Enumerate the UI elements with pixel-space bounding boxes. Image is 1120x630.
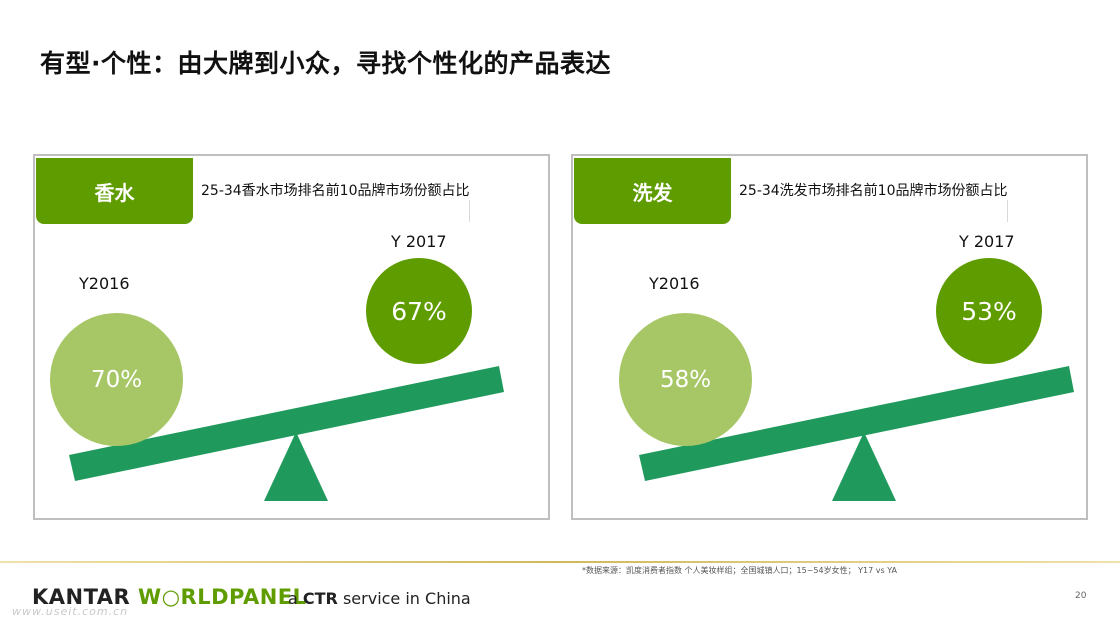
data-source-note: *数据来源：凯度消费者指数 个人美妆样组；全国城镇人口；15~54岁女性； Y1… [582, 566, 897, 575]
year-2017-label: Y 2017 [391, 232, 447, 251]
seesaw-beam [69, 366, 504, 481]
year-2016-label: Y2016 [79, 274, 130, 293]
page-number: 20 [1075, 591, 1087, 601]
panel-perfume: 香水 25-34香水市场排名前10品牌市场份额占比 Y2016 Y 2017 7… [33, 154, 550, 520]
seesaw-graphic [639, 366, 1074, 501]
kantar-worldpanel-logo: KANTAR W○RLDPANEL [32, 585, 307, 609]
seesaw-beam [639, 366, 1074, 481]
circle-2017: 53% [936, 258, 1042, 364]
seesaw-fulcrum [832, 432, 896, 501]
circle-2016: 70% [50, 313, 183, 446]
panel-subtitle: 25-34洗发市场排名前10品牌市场份额占比 [739, 183, 1008, 199]
year-2017-label: Y 2017 [959, 232, 1015, 251]
value-2017: 67% [391, 296, 447, 326]
tagline-rest: service in China [337, 589, 471, 608]
value-2017: 53% [961, 296, 1017, 326]
value-2016: 70% [90, 366, 143, 393]
logo-o-icon: ○ [161, 585, 181, 609]
seesaw-fulcrum [264, 432, 328, 501]
panel-subtitle: 25-34香水市场排名前10品牌市场份额占比 [201, 183, 470, 199]
circle-2017: 67% [366, 258, 472, 364]
panel-shampoo: 洗发 25-34洗发市场排名前10品牌市场份额占比 Y2016 Y 2017 5… [571, 154, 1088, 520]
tagline-a: a [288, 589, 303, 608]
tagline-ctr: CTR [302, 589, 338, 608]
logo-orld: RLDPANEL [180, 585, 307, 609]
logo-w: W [138, 585, 162, 609]
slide-title: 有型·个性：由大牌到小众，寻找个性化的产品表达 [40, 49, 611, 78]
year-2016-label: Y2016 [649, 274, 700, 293]
circle-2016: 58% [619, 313, 752, 446]
footer-divider [0, 561, 1120, 563]
logo-kantar: KANTAR [32, 585, 131, 609]
seesaw-graphic [69, 366, 504, 501]
divider-line [1007, 200, 1008, 222]
ctr-tagline: a CTR service in China [288, 589, 471, 608]
watermark: www.useit.com.cn [12, 605, 129, 618]
value-2016: 58% [659, 366, 712, 393]
category-tag: 香水 [36, 158, 193, 224]
divider-line [469, 200, 470, 222]
category-tag: 洗发 [574, 158, 731, 224]
